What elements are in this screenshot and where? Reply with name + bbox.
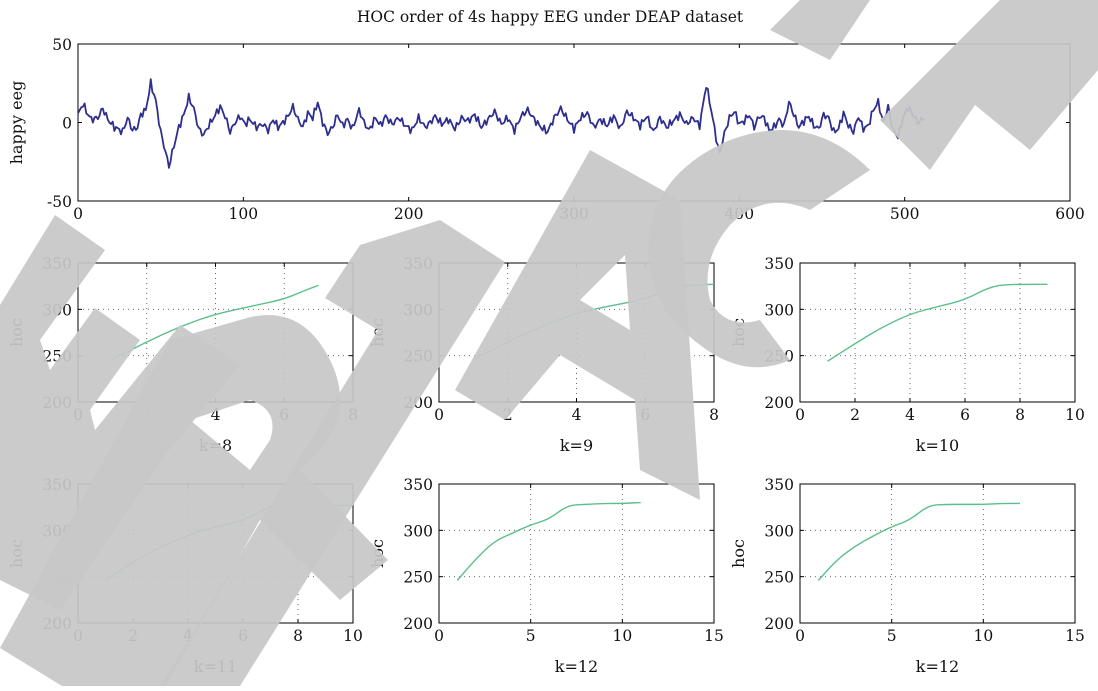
x-tick-label: 8 <box>709 406 719 424</box>
watermark-letter-e2 <box>770 0 870 60</box>
y-tick-label: 50 <box>52 36 72 54</box>
y-tick-label: 300 <box>403 522 433 540</box>
y-tick-label: 300 <box>764 301 794 319</box>
x-axis-label: k=12 <box>555 657 598 676</box>
y-tick-label: 200 <box>764 394 794 412</box>
y-tick-label: 350 <box>764 476 794 494</box>
x-tick-label: 15 <box>1065 627 1085 645</box>
x-tick-label: 0 <box>73 205 83 223</box>
y-tick-label: 0 <box>62 115 72 133</box>
chart-k12b: 0 5 10 15 200 250 300 350 hoc k=12 <box>729 476 1085 676</box>
x-tick-label: 0 <box>795 627 805 645</box>
watermark-letter-t2 <box>880 0 1098 170</box>
x-tick-label: 10 <box>612 627 632 645</box>
hoc-series-line <box>818 503 1020 580</box>
x-tick-label: 8 <box>293 627 303 645</box>
x-tick-label: 0 <box>795 406 805 424</box>
x-tick-label: 8 <box>1015 406 1025 424</box>
hoc-series-line <box>828 284 1048 361</box>
x-axis-label: k=10 <box>916 436 959 455</box>
x-tick-label: 10 <box>973 627 993 645</box>
x-tick-label: 5 <box>887 627 897 645</box>
x-tick-label: 4 <box>572 406 582 424</box>
y-tick-label: 250 <box>764 569 794 587</box>
x-tick-label: 600 <box>1055 205 1085 223</box>
y-axis-label: happy eeg <box>7 81 26 165</box>
x-tick-label: 5 <box>526 627 536 645</box>
x-tick-label: 10 <box>1065 406 1085 424</box>
y-tick-label: 200 <box>403 615 433 633</box>
y-axis-label: hoc <box>729 539 748 568</box>
y-tick-label: 200 <box>764 615 794 633</box>
x-tick-label: 4 <box>905 406 915 424</box>
x-tick-label: 200 <box>394 205 424 223</box>
y-tick-label: -50 <box>47 193 72 211</box>
x-tick-label: 0 <box>434 627 444 645</box>
y-tick-label: 350 <box>403 476 433 494</box>
x-tick-label: 15 <box>704 627 724 645</box>
x-tick-label: 500 <box>890 205 920 223</box>
x-tick-label: 10 <box>343 627 363 645</box>
x-axis-label: k=9 <box>560 436 593 455</box>
hoc-series-line <box>457 503 640 581</box>
y-tick-label: 250 <box>403 569 433 587</box>
x-tick-label: 2 <box>850 406 860 424</box>
y-tick-label: 300 <box>764 522 794 540</box>
x-tick-label: 100 <box>229 205 259 223</box>
figure-title: HOC order of 4s happy EEG under DEAP dat… <box>357 8 744 26</box>
x-tick-label: 6 <box>960 406 970 424</box>
x-axis-label: k=12 <box>916 657 959 676</box>
y-tick-label: 350 <box>764 255 794 273</box>
x-tick-label: 0 <box>434 406 444 424</box>
